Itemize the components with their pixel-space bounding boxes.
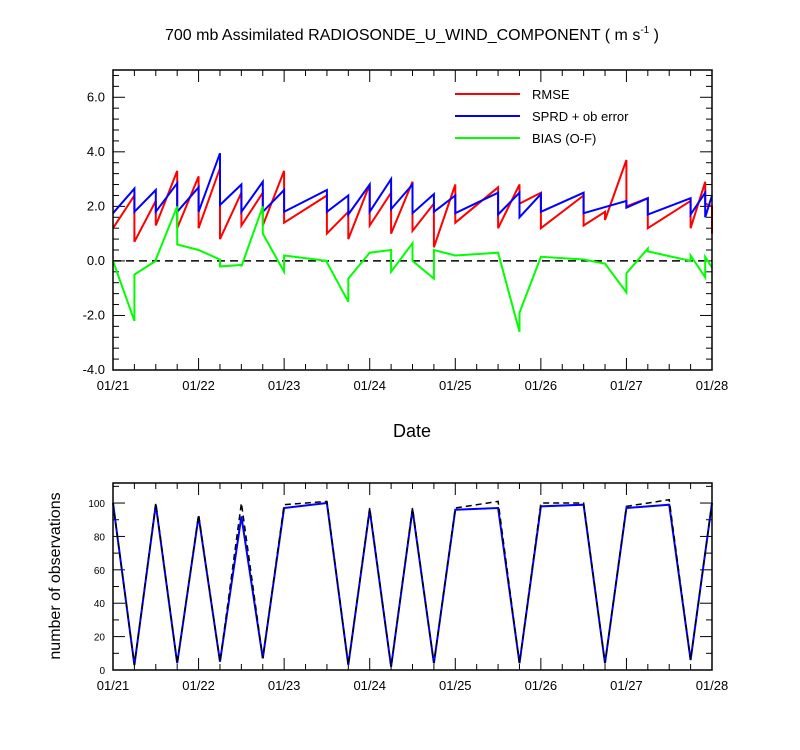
- bottom-series-possible-line: [112, 498, 713, 667]
- bottom-chart-frame: [112, 482, 713, 671]
- top-x-tick-label: 01/24: [353, 378, 386, 393]
- top-chart-legend: RMSE SPRD + ob error BIAS (O-F): [455, 87, 629, 146]
- top-x-tick-label: 01/23: [268, 378, 301, 393]
- top-chart-frame: [112, 69, 713, 371]
- bottom-x-tick-label: 01/27: [610, 678, 643, 693]
- top-y-tick-label: -4.0: [83, 362, 105, 377]
- bottom-x-tick-label: 01/21: [97, 678, 130, 693]
- legend-label: SPRD + ob error: [532, 109, 629, 124]
- top-x-tick-label: 01/25: [439, 378, 472, 393]
- top-series-rmse-line: [112, 159, 713, 248]
- top-x-tick-label: 01/28: [696, 378, 729, 393]
- top-chart-axes: 01/21 01/22 01/23 01/24 01/25 01/26 01/27 01/28…: [83, 70, 729, 393]
- bottom-series-assimilated-line: [112, 501, 713, 667]
- bottom-x-tick-label: 01/23: [268, 678, 301, 693]
- top-y-tick-label: 6.0: [87, 89, 105, 104]
- bottom-chart-series: [112, 498, 713, 667]
- top-y-tick-label: 2.0: [87, 198, 105, 213]
- bottom-y-tick-label: 100: [88, 499, 105, 510]
- top-series-sprd-ob-error-line: [112, 152, 713, 220]
- top-y-tick-label: -2.0: [83, 307, 105, 322]
- top-chart-title: 700 mb Assimilated RADIOSONDE_U_WIND_COM…: [165, 25, 659, 44]
- legend-label: BIAS (O-F): [532, 131, 596, 146]
- top-series-bias-o-f--line: [112, 206, 713, 333]
- top-chart-series: [112, 152, 713, 333]
- top-x-tick-label: 01/22: [182, 378, 215, 393]
- bottom-x-tick-label: 01/26: [525, 678, 558, 693]
- top-x-tick-label: 01/26: [525, 378, 558, 393]
- bottom-x-tick-label: 01/22: [182, 678, 215, 693]
- bottom-x-tick-label: 01/25: [439, 678, 472, 693]
- top-x-tick-label: 01/27: [610, 378, 643, 393]
- top-y-tick-label: 4.0: [87, 144, 105, 159]
- bottom-y-axis-label: number of observations: [47, 492, 64, 659]
- bottom-y-tick-label: 80: [94, 532, 106, 543]
- bottom-y-tick-label: 20: [94, 633, 106, 644]
- legend-label: RMSE: [532, 87, 570, 102]
- bottom-y-tick-label: 40: [94, 599, 106, 610]
- bottom-x-tick-label: 01/24: [353, 678, 386, 693]
- top-x-axis-label: Date: [393, 421, 431, 441]
- bottom-y-tick-label: 0: [99, 666, 105, 677]
- top-y-tick-label: 0.0: [87, 253, 105, 268]
- bottom-y-tick-label: 60: [94, 566, 106, 577]
- top-x-tick-label: 01/21: [97, 378, 130, 393]
- bottom-x-tick-label: 01/28: [696, 678, 729, 693]
- bottom-chart-axes: 01/21 01/22 01/23 01/24 01/25 01/26 01/27 01/28…: [88, 483, 728, 693]
